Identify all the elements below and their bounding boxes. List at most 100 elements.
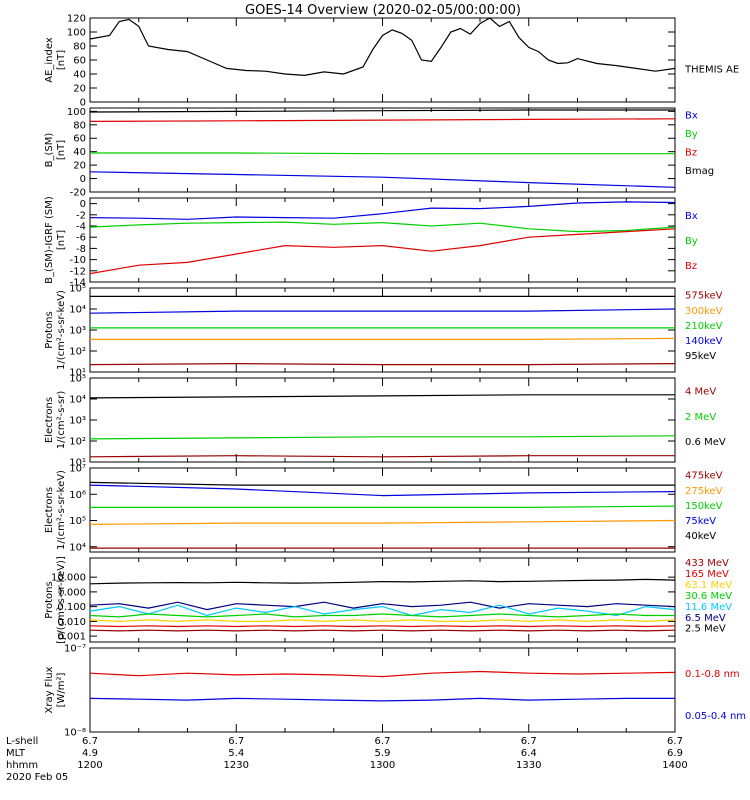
y-tick-label: 100 [67,107,86,118]
legend-label: 140keV [685,336,723,347]
y-tick-label: 10⁴ [69,305,86,316]
panel-3: 10¹ 10² 10³ 10⁴ 10⁵ Protons 1/(cm²-s-sr-keV) 57… [44,284,723,379]
series-line-1 [89,308,676,314]
y-axis-label: B_(SM) [44,133,55,168]
y-tick-label: -8 [76,244,86,255]
panel-7: 10⁻⁸ 10⁻⁷ Xray Flux [W/m²] 0.1-0.8 nm 0.05-0.… [44,644,746,739]
y-tick-label: 10² [69,437,86,448]
legend-label: Bx [685,111,698,122]
panel-2: -14-12-10-8-6-4-20 B_(SM)-IGRF (SM) [nT] Bx… [44,196,698,288]
legend-label: 4 MeV [685,387,716,398]
y-tick-label: 0.100 [57,602,86,613]
legend-label: 63.1 MeV [685,580,732,591]
series-line-5 [89,625,676,628]
y-tick-label: 20 [73,84,86,95]
series-line-0 [89,670,676,678]
legend-label: By [685,129,698,140]
y-tick-label: 10⁷ [69,464,86,475]
footer-row-label: 2020 Feb 05 [6,772,68,783]
y-tick-label: 60 [73,56,86,67]
legend-label: 475keV [685,471,723,482]
y-tick-label: 0 [80,98,86,109]
y-axis-label: Electrons [44,487,55,533]
y-tick-label: -20 [70,188,86,199]
y-tick-label: 10¹ [69,368,86,379]
y-tick-label: -2 [76,210,86,221]
footer-tick-value: 6.7 [375,736,391,747]
series-line-4 [89,619,676,623]
y-tick-label: 10¹ [69,458,86,469]
y-tick-label: 80 [73,120,86,131]
y-tick-label: 10⁶ [69,490,86,501]
legend-label: 40keV [685,531,716,542]
footer-tick-value: 1330 [516,760,541,771]
y-axis-label: [W/m²] [56,672,67,707]
series-line-2 [89,228,676,275]
footer-row-label: MLT [6,748,26,759]
series-line-2 [90,152,675,155]
legend-label: 0.05-0.4 nm [685,711,746,722]
series-line-0 [89,578,676,585]
legend-label: Bmag [685,166,714,177]
y-axis-label: [p/(cm²-s-sr-keV)] [56,556,67,644]
footer-tick-value: 4.9 [82,748,98,759]
panel-frame [89,197,676,283]
footer-tick-value: 6.7 [667,736,683,747]
y-axis-label: AE_index [44,37,55,83]
panel-frame [89,377,676,463]
y-axis-label: 1/(cm²-s-sr-keV) [56,290,67,370]
y-axis-label: Xray Flux [44,666,55,713]
footer-tick-value: 5.4 [228,748,244,759]
series-line-3 [89,171,676,188]
footer-tick-value: 6.7 [521,736,537,747]
y-tick-label: 10⁻⁷ [64,644,86,655]
legend-label: Bx [685,211,698,222]
panel-frame [89,467,676,553]
y-tick-label: 0 [80,199,86,210]
panel-0: 0 20 40 60 80 100 120 AE_index [nT] THEMIS AE [44,14,739,109]
y-tick-label: -14 [70,278,86,289]
y-tick-label: 10⁻⁸ [64,728,86,739]
series-line-2 [89,455,675,458]
y-tick-label: 10³ [69,326,86,337]
legend-label: 0.1-0.8 nm [685,669,740,680]
y-axis-label: Protons [44,311,55,348]
y-axis-label: 1/(cm²-s-sr) [56,391,67,450]
legend-label: 575keV [685,291,723,302]
legend-label: 0.6 MeV [685,437,726,448]
legend-label: 2 MeV [685,412,716,423]
series-line-1 [89,118,676,122]
footer-tick-value: 1200 [77,760,102,771]
panel-4: 10¹ 10² 10³ 10⁴ 10⁵ Electrons 1/(cm²-s-sr) 4 Me… [44,374,726,469]
series-line-1 [89,697,675,702]
y-tick-label: 40 [73,147,86,158]
footer-tick-value: 6.4 [521,748,537,759]
panel-1: -20 0 20 40 60 80 100 B_(SM) [nT] Bx By Bz Bmag [44,107,714,199]
y-axis-label: [nT] [56,230,67,250]
series-line-2 [89,604,676,617]
series-line-1 [89,484,676,497]
y-tick-label: 0 [80,174,86,185]
y-tick-label: 10² [69,347,86,358]
y-tick-label: -6 [76,233,86,244]
footer-tick-value: 6.9 [667,748,683,759]
y-tick-label: 80 [73,42,86,53]
figure-title: GOES-14 Overview (2020-02-05/00:00:00) [245,3,521,18]
legend-label: By [685,236,698,247]
footer-tick-value: 6.7 [82,736,98,747]
y-tick-label: 10.000 [51,573,86,584]
series-line-3 [89,613,675,618]
series-line-3 [89,519,676,526]
y-tick-label: 20 [73,161,86,172]
y-tick-label: 1.000 [57,587,86,598]
y-tick-label: -12 [70,266,86,277]
y-axis-label: [nT] [56,140,67,160]
legend-label: Bz [685,148,697,159]
series-line-0 [89,109,675,113]
footer-row-label: hhmm [6,760,38,771]
y-tick-label: 0.010 [57,617,86,628]
